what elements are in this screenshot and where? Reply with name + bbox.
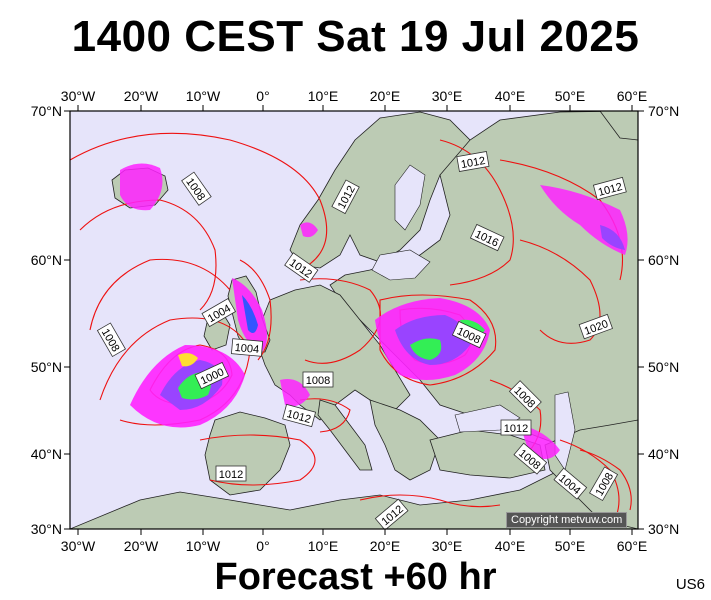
isobar-i [379,294,497,386]
tick-marks [64,105,644,535]
lon-label-bottom: 50°E [554,538,586,554]
isobar-b [79,199,217,311]
lat-label-right: 40°N [648,446,680,462]
lat-label-right: 50°N [648,359,680,375]
lon-label-bottom: 40°E [494,538,526,554]
isobar-s [359,494,501,508]
turkey [429,429,546,479]
isobar-label: 1012 [504,423,528,435]
lat-label-left: 50°N [30,359,62,375]
lat-label-left: 70°N [30,103,62,119]
isobar-g [239,259,272,361]
lon-label-bottom: 30°E [431,538,463,554]
isobar-r [579,449,632,511]
arctic-island [599,111,638,141]
isobar-c [89,258,231,331]
lon-label-bottom: 0° [256,538,270,554]
lat-label-left: 60°N [30,252,62,268]
lon-label-top: 10°E [307,88,339,104]
isobar-n [199,434,316,486]
lat-label-left: 30°N [30,521,62,537]
isobar-label: 1008 [306,375,330,387]
lon-label-bottom: 60°E [616,538,648,554]
lon-label-top: 30°W [60,88,96,104]
model-code: US6 [675,576,705,593]
lon-label-top: 0° [256,88,270,104]
lon-label-top: 20°W [123,88,159,104]
lon-label-top: 10°W [185,88,221,104]
isobar-label: 1004 [234,342,259,356]
lat-label-right: 70°N [648,103,680,119]
baltic-sea [371,249,431,281]
lon-label-bottom: 20°E [369,538,401,554]
isobar-label: 1012 [219,469,243,481]
lon-label-top: 30°E [431,88,463,104]
forecast-label: Forecast +60 hr [214,556,497,598]
gulf-of-bothnia [394,164,426,231]
lon-label-bottom: 30°W [60,538,96,554]
isobar-a [70,132,328,271]
lat-label-left: 40°N [30,446,62,462]
copyright-notice: Copyright metvuw.com [506,512,628,528]
lat-label-right: 60°N [648,252,680,268]
lon-label-bottom: 10°W [185,538,221,554]
lat-label-right: 30°N [648,521,680,537]
map-frame [69,110,639,530]
isobar-l [499,159,623,281]
lon-label-bottom: 10°E [307,538,339,554]
isobar-label: 1012 [460,155,486,171]
lon-label-top: 20°E [369,88,401,104]
map-title: 1400 CEST Sat 19 Jul 2025 [71,12,640,61]
isobar-m [519,239,601,344]
lon-label-bottom: 20°W [123,538,159,554]
lon-label-top: 60°E [616,88,648,104]
balkans [369,399,441,481]
isobar-o [299,398,351,433]
italy [317,399,373,471]
lon-label-top: 50°E [554,88,586,104]
lon-label-top: 40°E [494,88,526,104]
